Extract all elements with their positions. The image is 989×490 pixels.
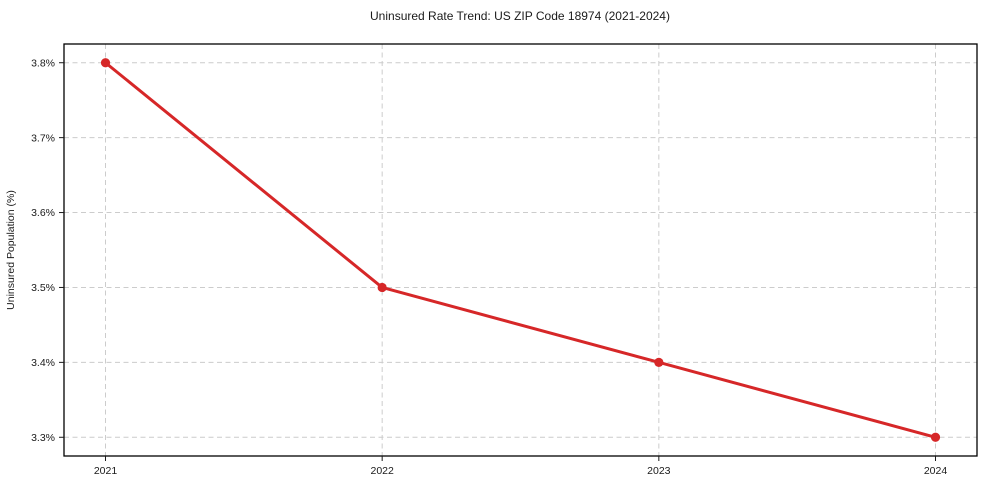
data-point (100, 58, 111, 68)
x-tick-label: 2022 (370, 465, 394, 477)
x-tick-label: 2021 (94, 465, 118, 477)
y-tick-label: 3.6% (31, 207, 55, 219)
chart-title: Uninsured Rate Trend: US ZIP Code 18974 … (370, 9, 670, 23)
y-tick-label: 3.8% (31, 57, 55, 69)
data-point (930, 432, 941, 442)
data-point (654, 357, 664, 367)
y-tick-label: 3.4% (31, 357, 55, 369)
data-point (377, 282, 387, 293)
grid-layer (64, 44, 977, 456)
y-tick-label: 3.5% (31, 282, 55, 294)
y-axis-label: Uninsured Population (%) (5, 190, 17, 310)
y-tick-label: 3.3% (31, 432, 55, 444)
x-tick-label: 2024 (924, 465, 948, 477)
plot-border (63, 43, 978, 457)
axis-layer: 2021 2022 2023 2024 3.3% 3.4% 3.5% 3.6% 3.7% 3.8% (31, 43, 978, 477)
x-tick-label: 2023 (647, 465, 671, 477)
series-layer (100, 58, 941, 442)
y-tick-label: 3.7% (31, 132, 55, 144)
data-line (104, 61, 937, 439)
